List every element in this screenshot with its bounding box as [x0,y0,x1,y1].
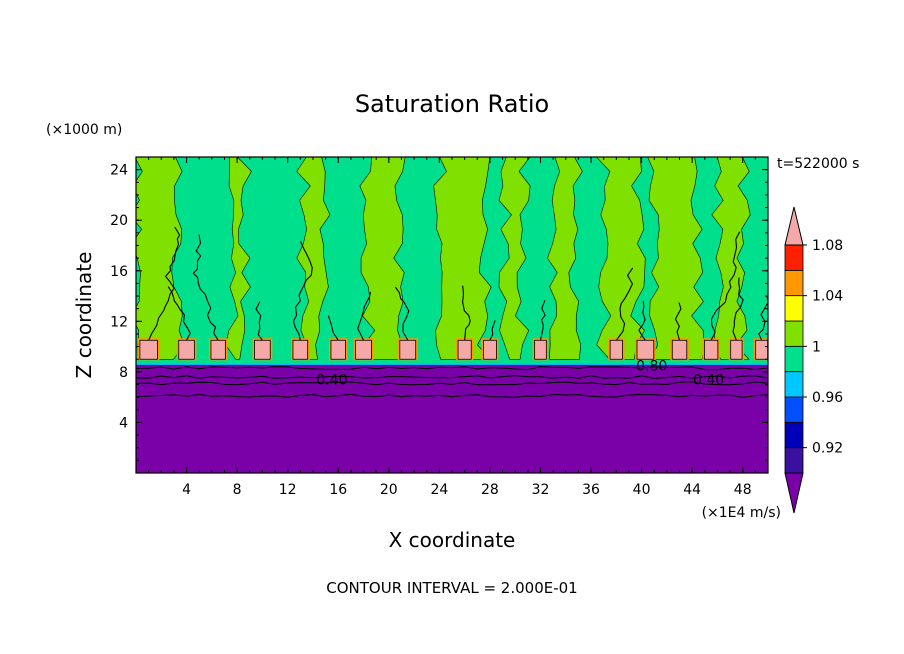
cloud-base-block [210,339,226,360]
chart-title: Saturation Ratio [355,90,549,118]
cloud-base-block [730,339,743,360]
x-tick-label: 16 [329,482,347,498]
contour-line [710,231,741,341]
x-tick-label: 12 [279,482,297,498]
supersaturated-streak [547,157,583,360]
y-axis-label: Z coordinate [72,252,96,379]
x-tick-label: 20 [380,482,398,498]
colorbar-tick-label: 0.96 [812,390,843,406]
contour-lines: 0.40 0.80 0.40 [136,226,768,398]
x-tick-label: 4 [182,482,191,498]
x-axis-label: X coordinate [389,528,516,552]
contour-line [395,286,410,341]
supersaturated-streak [433,157,492,360]
x-tick-label: 48 [734,482,752,498]
contour-line [136,366,768,371]
contour-interval-label: CONTOUR INTERVAL = 2.000E-01 [326,579,577,597]
contour-line [489,320,496,341]
colorbar-segment [784,447,804,474]
cloud-base-block [139,339,158,360]
colorbar-segment [784,295,804,322]
contour-line [674,302,682,341]
contour-label: 0.40 [693,372,724,388]
colorbar-segment [784,244,804,271]
dry-layer [136,364,768,473]
contour-line [136,381,768,386]
contour-label: 0.40 [316,372,347,388]
supersaturated-streak [596,157,646,360]
x-tick-label: 44 [683,482,701,498]
cloud-base-block [534,339,547,360]
contour-line [462,285,471,341]
supersaturated-streak [296,157,331,360]
x-tick-label: 32 [532,482,550,498]
cloud-base-block [355,339,372,360]
contour-line [539,300,546,341]
supersaturated-streak [711,157,751,360]
y-tick-label: 12 [110,314,128,330]
cloud-base-block [178,339,195,360]
y-tick-label: 8 [119,365,128,381]
contour-line [167,286,191,341]
x-tick-label: 8 [233,482,242,498]
cloud-base-block [671,339,688,360]
cloud-base-block [483,339,497,360]
colorbar: 0.92 0.96 1 1.04 1.08 [784,206,843,514]
colorbar-segment [784,269,804,297]
contour-line [192,234,219,341]
cloud-base-block [254,339,271,360]
colorbar-segment [784,396,804,423]
contour-line [148,226,181,341]
x-tick-label: 36 [582,482,600,498]
x-unit-label: (×1E4 m/s) [702,505,781,521]
contour-label: 0.80 [636,359,667,375]
time-label: t=522000 s [777,156,859,172]
contour-line [357,291,372,341]
y-tick-label: 4 [119,415,128,431]
colorbar-segment [784,421,804,449]
x-tick-label: 28 [481,482,499,498]
y-unit-label: (×1000 m) [46,122,122,138]
colorbar-tick-label: 0.92 [812,441,843,457]
colorbar-segment [784,371,804,398]
colorbar-arrow-low [784,472,804,514]
contour-line [638,300,646,341]
x-tick-label: 24 [430,482,448,498]
colorbar-tick-label: 1.04 [812,289,843,305]
cloud-base-block [704,339,719,360]
cloud-base-block [755,339,768,360]
contour-line [292,241,313,341]
colorbar-tick-label: 1.08 [812,238,843,254]
colorbar-segment [784,345,804,373]
supersaturated-streak [498,157,531,360]
cloud-base-block [330,339,346,360]
plot-area [136,157,768,473]
contour-line [732,277,744,341]
cloud-base-block [292,339,309,360]
x-tick-label: 40 [633,482,651,498]
y-tick-label: 20 [110,213,128,229]
y-tick-label: 24 [110,163,128,179]
colorbar-arrow-high [784,206,804,246]
supersaturated-streak [225,157,252,360]
contour-line [136,375,768,380]
supersaturated-streak [136,157,185,360]
contour-line [327,315,339,341]
supersaturated-streak [647,157,705,360]
cloud-base-block [399,339,417,360]
colorbar-segment [784,320,804,347]
contour-line [136,393,768,398]
cloud-base-block [609,339,623,360]
colorbar-tick-label: 1 [812,339,821,355]
cloud-base-block [636,339,655,360]
contour-line [615,267,634,341]
contour-line [255,301,263,341]
cloud-base-block [457,339,472,360]
y-tick-label: 16 [110,264,128,280]
